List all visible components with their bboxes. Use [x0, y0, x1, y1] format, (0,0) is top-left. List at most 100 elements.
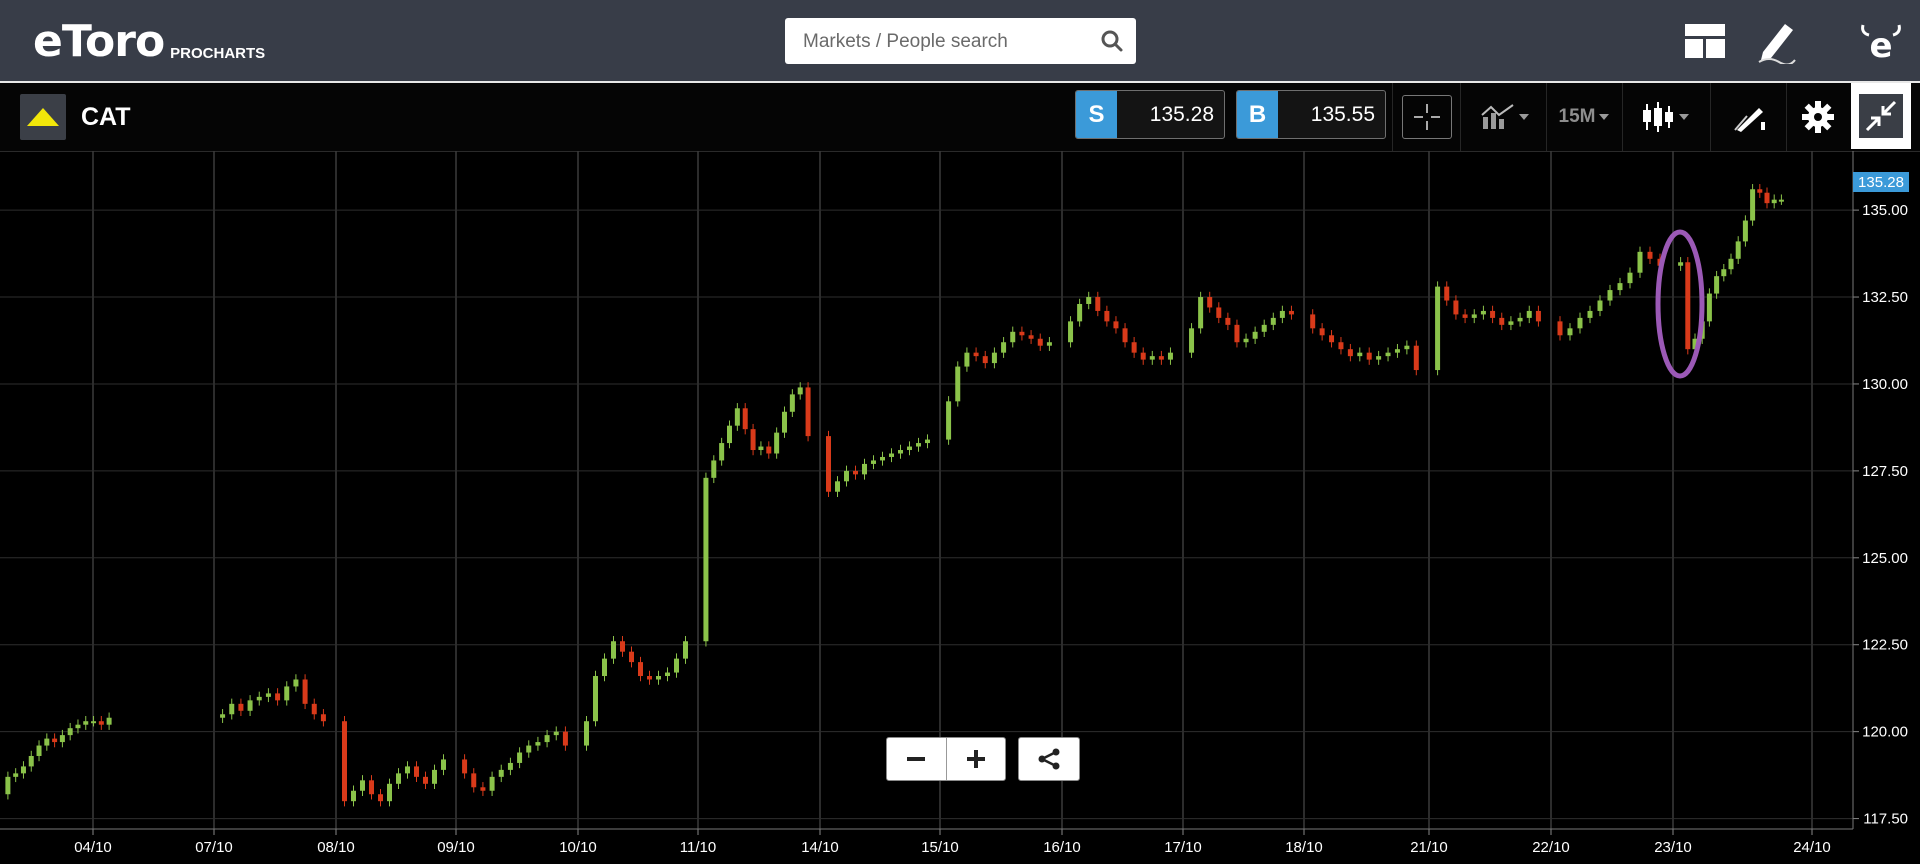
price-chart[interactable]: 04/10 07/10 08/10 09/10 10/10 11/10 14/10 15/10… — [0, 151, 1920, 864]
candle — [871, 455, 876, 470]
candle-body — [20, 766, 26, 774]
candle-body — [462, 759, 468, 774]
x-tick-label: 07/10 — [195, 839, 233, 856]
candle — [320, 709, 326, 727]
candle-body — [414, 766, 419, 777]
candle-body — [1685, 262, 1691, 350]
settings-button[interactable] — [1790, 83, 1846, 151]
candle — [683, 636, 688, 664]
candle-body — [593, 676, 598, 722]
candle — [1376, 350, 1382, 365]
candle-body — [880, 456, 885, 461]
candle-body — [955, 366, 961, 402]
candle — [553, 726, 559, 741]
chart-type-menu[interactable] — [1630, 83, 1700, 151]
collapse-button[interactable] — [1851, 83, 1911, 149]
candle — [1279, 305, 1285, 324]
candle-body — [1385, 352, 1391, 357]
candle — [83, 716, 89, 730]
edit-pencil-icon[interactable] — [1753, 18, 1801, 64]
candle — [991, 347, 997, 369]
candle-body — [1225, 317, 1231, 325]
candle-body — [44, 738, 50, 746]
y-tick-label: 132.50 — [1862, 289, 1908, 306]
candle-body — [489, 776, 495, 791]
candle-body — [889, 453, 894, 457]
candle-body — [789, 394, 795, 412]
candle — [1627, 267, 1633, 289]
candle-body — [5, 776, 11, 795]
etoro-logo[interactable]: eToro PROCHARTS — [33, 14, 265, 64]
candle — [1338, 337, 1344, 355]
candle — [1104, 305, 1110, 327]
candle — [1404, 340, 1410, 355]
candle — [396, 768, 401, 790]
buy-letter: B — [1237, 91, 1278, 138]
last-price-tag: 135.28 — [1853, 172, 1909, 192]
share-button[interactable] — [1018, 737, 1080, 781]
candle — [1234, 319, 1240, 348]
candle-body — [1764, 192, 1770, 204]
search-box[interactable] — [785, 18, 1136, 66]
zoom-in-button[interactable] — [945, 738, 1006, 780]
candle — [1140, 347, 1146, 365]
search-icon[interactable] — [1100, 29, 1124, 58]
candle — [665, 667, 670, 682]
candle-body — [471, 773, 477, 788]
candle — [351, 785, 356, 807]
candle-body — [898, 450, 903, 454]
timeframe-select[interactable]: 15M — [1550, 83, 1618, 151]
candle — [52, 733, 58, 748]
candle — [703, 472, 709, 647]
candle — [1526, 305, 1532, 324]
candle — [1189, 323, 1195, 358]
toolbar-divider — [1786, 83, 1787, 151]
candle — [75, 719, 81, 734]
candle-body — [1068, 321, 1074, 343]
candle — [647, 670, 652, 685]
indicators-menu[interactable] — [1470, 83, 1540, 151]
candle-body — [1706, 293, 1712, 322]
candle-body — [1028, 335, 1034, 339]
drawing-tools-button[interactable] — [1720, 83, 1780, 151]
x-tick-label: 10/10 — [559, 839, 597, 856]
buy-button[interactable]: B 135.55 — [1236, 90, 1386, 139]
candle — [1261, 319, 1267, 338]
sell-letter: S — [1076, 91, 1117, 138]
x-tick-label: 23/10 — [1654, 839, 1692, 856]
candle-body — [656, 676, 661, 680]
candle-body — [480, 787, 486, 791]
toolbar-divider — [1392, 83, 1393, 151]
candle — [293, 674, 299, 692]
candle-body — [432, 769, 437, 784]
candle-body — [1567, 328, 1573, 336]
candle — [1728, 253, 1734, 275]
candle — [91, 716, 97, 727]
crosshair-button[interactable] — [1402, 83, 1452, 151]
y-tick-label: 122.50 — [1862, 637, 1908, 654]
candle — [593, 670, 598, 727]
x-tick-label: 04/10 — [74, 839, 112, 856]
candle-body — [387, 783, 392, 802]
candle-body — [1637, 251, 1643, 273]
candle-body — [284, 686, 290, 701]
candle-body — [320, 714, 326, 722]
candle — [1319, 323, 1325, 341]
candle-body — [1735, 241, 1741, 259]
etoro-profile-icon[interactable]: e — [1857, 18, 1905, 64]
layout-icon[interactable] — [1681, 18, 1729, 64]
x-tick-label: 15/10 — [921, 839, 959, 856]
candle-body — [1270, 317, 1276, 325]
candle — [256, 691, 262, 706]
search-input[interactable] — [801, 18, 1085, 66]
instrument-trend-box[interactable] — [20, 94, 66, 140]
sell-button[interactable]: S 135.28 — [1075, 90, 1225, 139]
candle-body — [293, 679, 299, 687]
candle-body — [1490, 310, 1496, 318]
candle — [862, 458, 867, 480]
candle — [1764, 187, 1770, 209]
top-bar-divider — [0, 81, 1920, 83]
highlight-ellipse — [1655, 229, 1705, 379]
zoom-out-button[interactable] — [887, 738, 946, 780]
candle-body — [1607, 290, 1613, 301]
